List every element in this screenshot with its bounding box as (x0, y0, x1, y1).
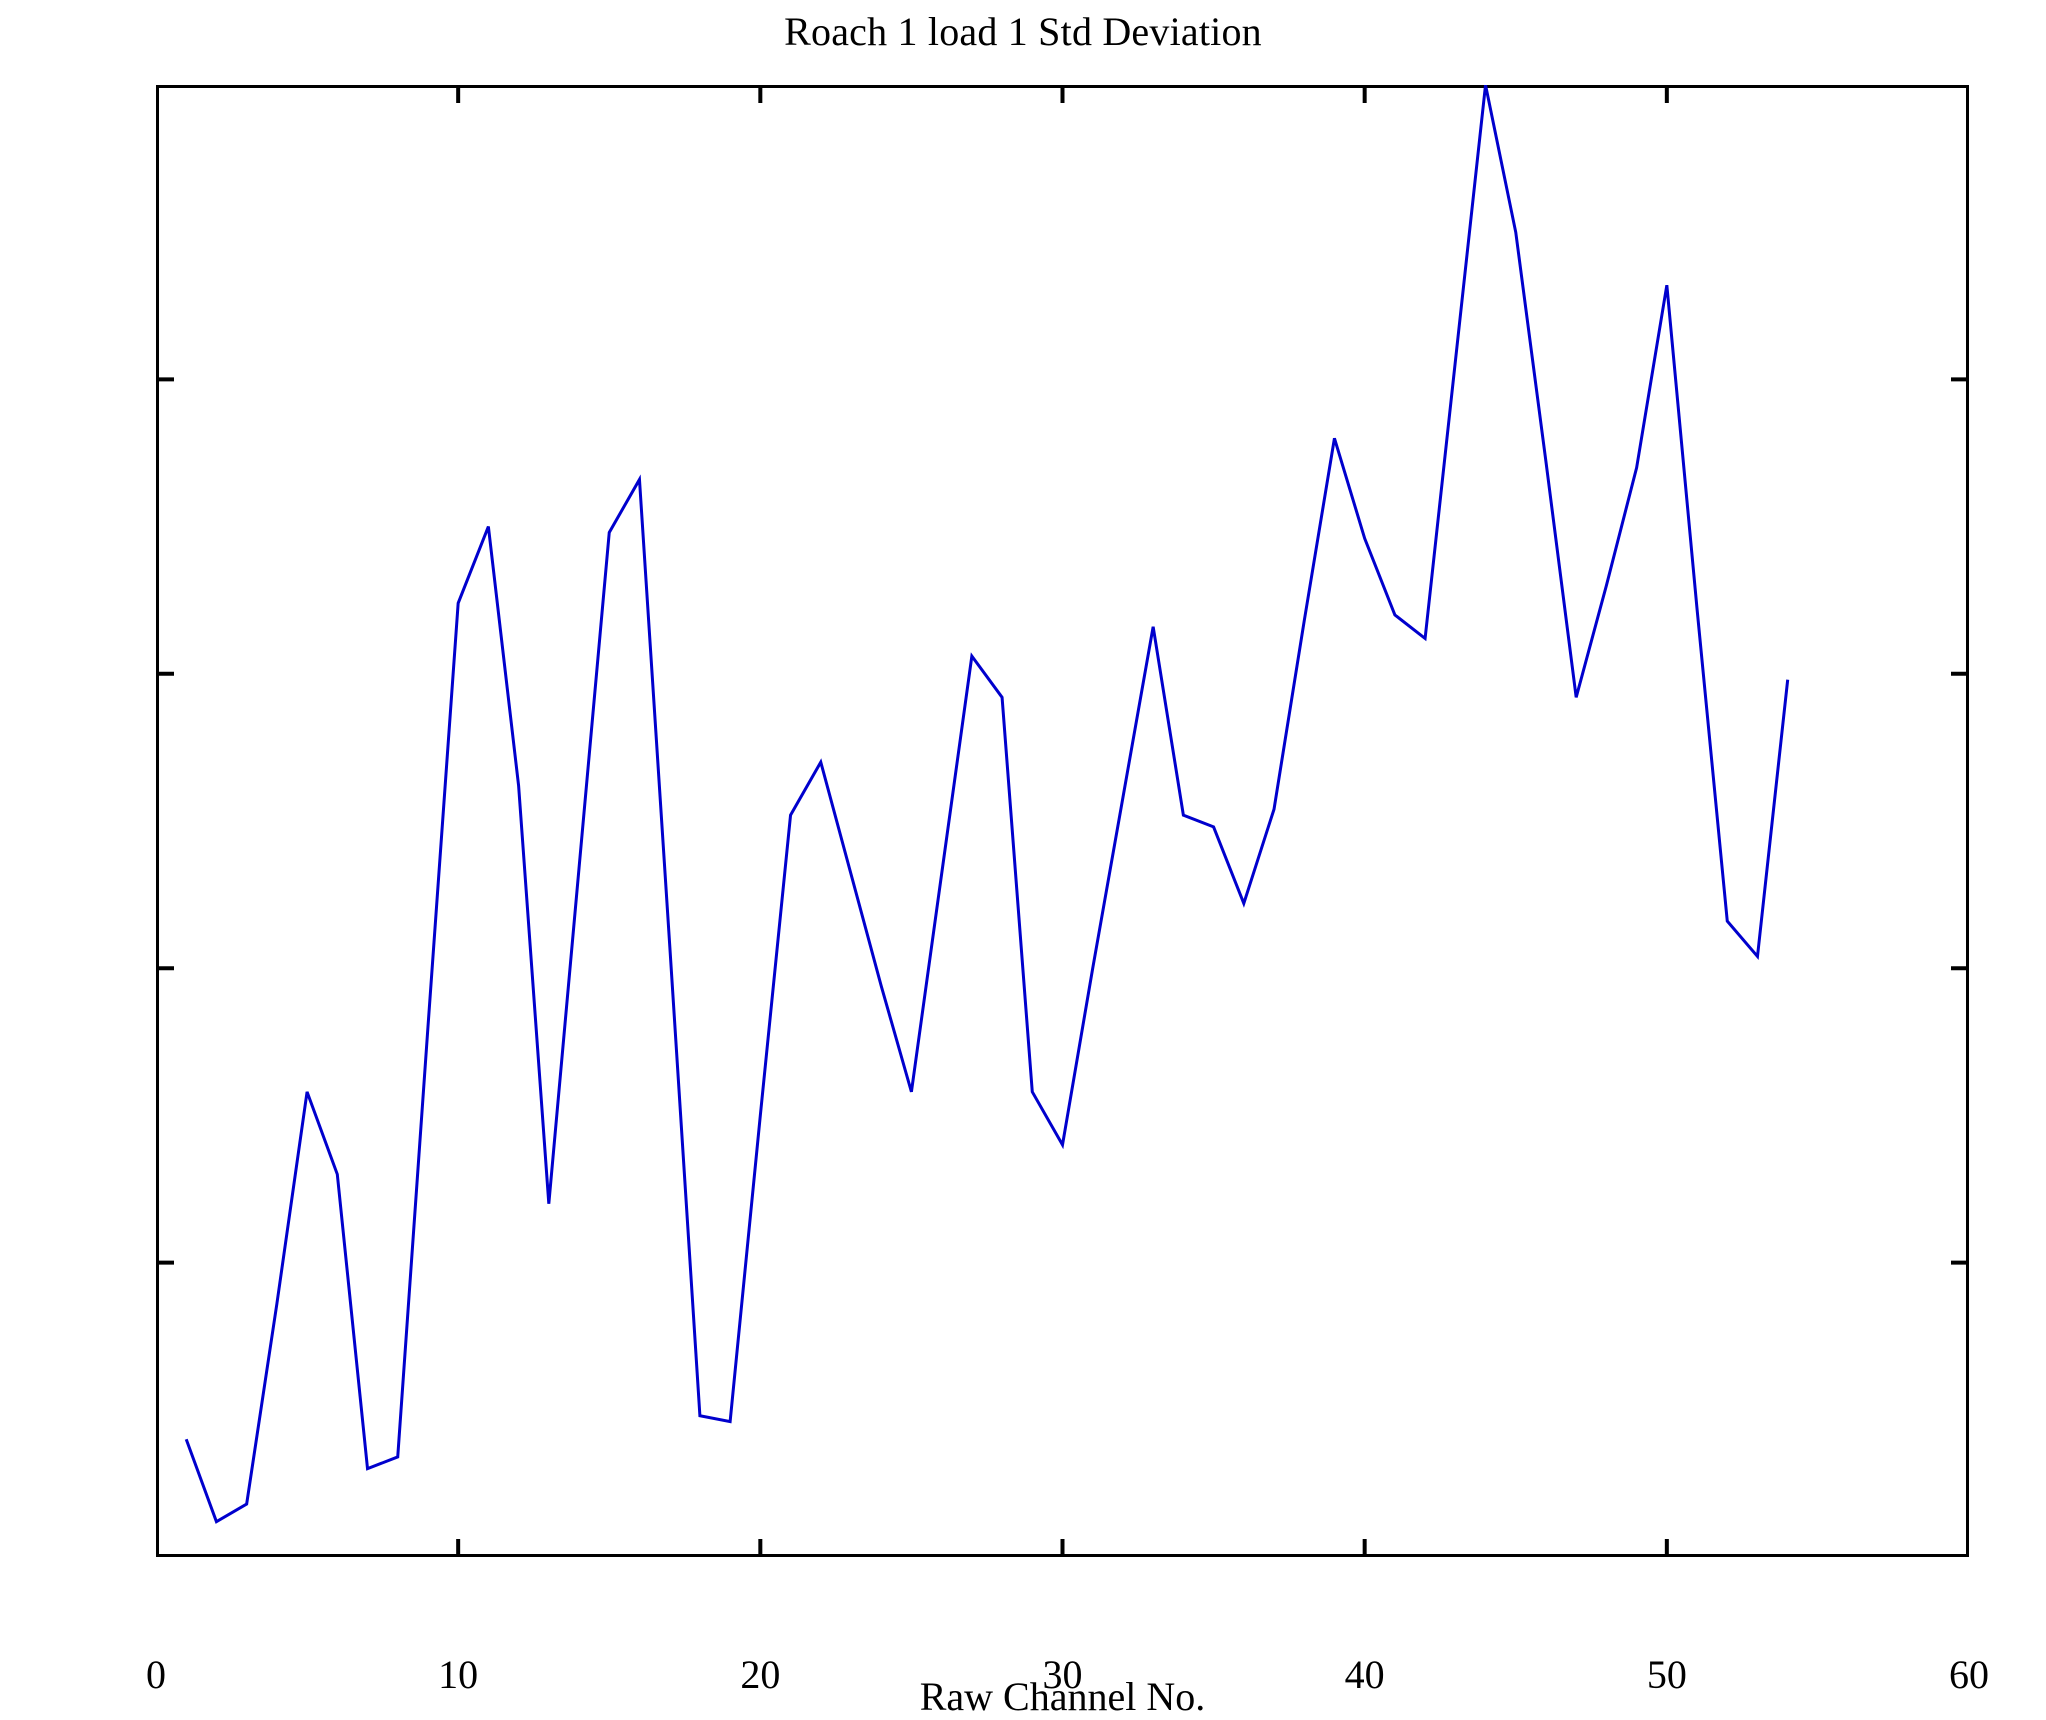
tick-marks (156, 85, 1969, 1557)
page-title: Roach 1 load 1 Std Deviation (784, 9, 1262, 54)
data-series-line (184, 85, 1790, 1524)
line-chart-svg (156, 85, 1969, 1557)
axes-frame (156, 85, 1969, 1557)
axes-box (156, 85, 1969, 1557)
x-axis-title: Raw Channel No. (919, 1674, 1206, 1719)
figure-canvas: Roach 1 load 1 Std Deviation 60055050045… (146, 9, 1989, 1719)
